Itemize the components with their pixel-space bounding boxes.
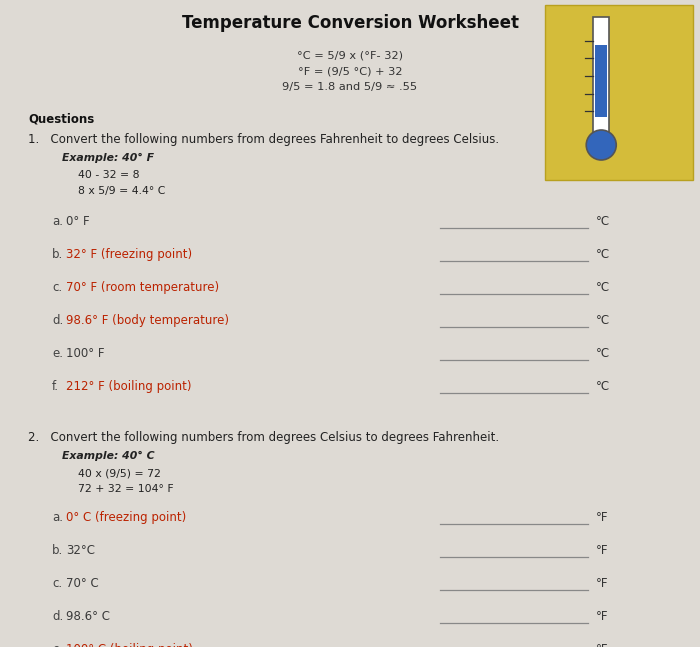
Text: 32°C: 32°C — [66, 544, 95, 557]
Text: 70° F (room temperature): 70° F (room temperature) — [66, 281, 219, 294]
Text: f.: f. — [52, 380, 59, 393]
Ellipse shape — [586, 130, 616, 160]
Text: 72 + 32 = 104° F: 72 + 32 = 104° F — [78, 484, 174, 494]
Text: Example: 40° C: Example: 40° C — [62, 451, 155, 461]
Text: °C: °C — [596, 380, 610, 393]
Text: e.: e. — [52, 643, 63, 647]
Text: 98.6° F (body temperature): 98.6° F (body temperature) — [66, 314, 229, 327]
Text: Questions: Questions — [28, 113, 94, 126]
Text: 0° C (freezing point): 0° C (freezing point) — [66, 511, 186, 524]
Text: 1.   Convert the following numbers from degrees Fahrenheit to degrees Celsius.: 1. Convert the following numbers from de… — [28, 133, 499, 146]
Text: 8 x 5/9 = 4.4° C: 8 x 5/9 = 4.4° C — [78, 186, 165, 196]
Text: °F: °F — [596, 577, 608, 590]
Text: d.: d. — [52, 314, 63, 327]
Text: 212° F (boiling point): 212° F (boiling point) — [66, 380, 192, 393]
Text: Example: 40° F: Example: 40° F — [62, 153, 154, 163]
Text: 0° F: 0° F — [66, 215, 90, 228]
Text: °F: °F — [596, 544, 608, 557]
Text: °F: °F — [596, 511, 608, 524]
Text: a.: a. — [52, 215, 63, 228]
Text: 70° C: 70° C — [66, 577, 99, 590]
Bar — [593, 17, 609, 135]
Text: °C: °C — [596, 248, 610, 261]
Text: °C: °C — [596, 215, 610, 228]
Bar — [595, 45, 607, 117]
Text: 2.   Convert the following numbers from degrees Celsius to degrees Fahrenheit.: 2. Convert the following numbers from de… — [28, 431, 499, 444]
Text: 100° F: 100° F — [66, 347, 104, 360]
Text: 100° C (boiling point): 100° C (boiling point) — [66, 643, 193, 647]
Text: °C: °C — [596, 347, 610, 360]
Text: °C: °C — [596, 281, 610, 294]
Text: e.: e. — [52, 347, 63, 360]
Text: a.: a. — [52, 511, 63, 524]
Text: 40 x (9/5) = 72: 40 x (9/5) = 72 — [78, 468, 161, 478]
Text: d.: d. — [52, 610, 63, 623]
Text: Temperature Conversion Worksheet: Temperature Conversion Worksheet — [181, 14, 519, 32]
Text: 40 - 32 = 8: 40 - 32 = 8 — [78, 170, 139, 180]
Text: °F = (9/5 °C) + 32: °F = (9/5 °C) + 32 — [298, 66, 402, 76]
Text: °F: °F — [596, 643, 608, 647]
Text: °C: °C — [596, 314, 610, 327]
Text: b.: b. — [52, 544, 63, 557]
Text: 30°: 30° — [613, 34, 628, 43]
Text: b.: b. — [52, 248, 63, 261]
Bar — [545, 5, 693, 180]
Text: °F: °F — [596, 610, 608, 623]
Text: 9/5 = 1.8 and 5/9 ≈ .55: 9/5 = 1.8 and 5/9 ≈ .55 — [282, 82, 418, 92]
Text: 20: 20 — [573, 63, 583, 72]
Text: 98.6° C: 98.6° C — [66, 610, 110, 623]
Text: c.: c. — [52, 577, 62, 590]
Text: c.: c. — [52, 281, 62, 294]
Text: 50: 50 — [573, 22, 583, 31]
Text: °C = 5/9 x (°F- 32): °C = 5/9 x (°F- 32) — [297, 50, 403, 60]
Text: 32° F (freezing point): 32° F (freezing point) — [66, 248, 192, 261]
